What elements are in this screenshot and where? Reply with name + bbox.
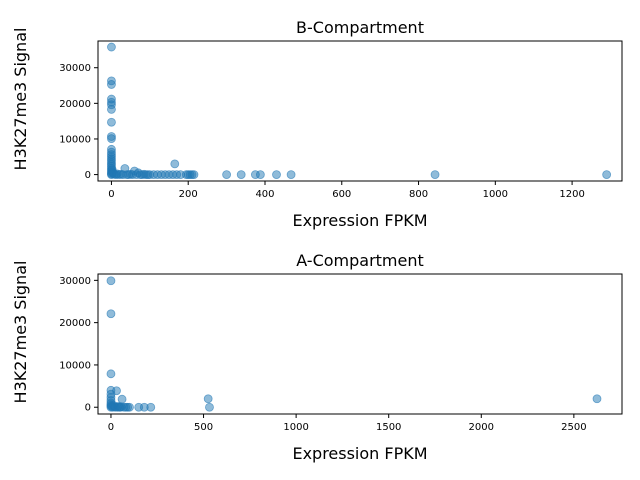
data-point xyxy=(255,170,265,179)
data-point xyxy=(236,170,246,179)
x-tick-label: 1000 xyxy=(483,189,508,200)
y-tick-label: 10000 xyxy=(59,134,91,145)
data-point xyxy=(430,170,440,179)
data-point xyxy=(170,159,180,169)
x-tick-label: 1200 xyxy=(559,189,584,200)
y-tick-label: 10000 xyxy=(59,360,91,371)
x-axis-label: Expression FPKM xyxy=(292,211,427,230)
x-tick-label: 400 xyxy=(255,189,274,200)
y-tick-label: 30000 xyxy=(59,276,91,287)
data-point xyxy=(146,402,156,412)
data-point xyxy=(205,402,214,412)
a-compartment-panel: A-Compartment Expression FPKM H3K27me3 S… xyxy=(11,251,623,463)
y-tick-label: 0 xyxy=(85,170,91,181)
x-tick-label: 1500 xyxy=(376,422,401,433)
x-tick-label: 200 xyxy=(179,189,198,200)
data-point xyxy=(106,276,116,286)
data-point xyxy=(107,80,116,89)
x-axis-label: Expression FPKM xyxy=(292,444,427,463)
data-point xyxy=(117,394,127,404)
y-tick-label: 20000 xyxy=(59,99,91,110)
data-point xyxy=(272,170,281,179)
plot-frame xyxy=(97,40,623,182)
data-point xyxy=(125,402,134,412)
b-compartment-panel: B-Compartment Expression FPKM H3K27me3 S… xyxy=(11,18,623,230)
data-point xyxy=(107,42,116,52)
data-point xyxy=(106,369,116,379)
data-point xyxy=(592,394,602,404)
data-point xyxy=(107,117,116,127)
plot-frame xyxy=(97,273,623,415)
x-tick-label: 2000 xyxy=(469,422,494,433)
x-tick-label: 2500 xyxy=(561,422,586,433)
y-tick-label: 20000 xyxy=(59,318,91,329)
data-point xyxy=(203,394,213,404)
x-tick-label: 600 xyxy=(332,189,351,200)
x-tick-label: 0 xyxy=(108,189,114,200)
x-tick-label: 0 xyxy=(108,422,114,433)
data-points xyxy=(107,42,612,179)
y-tick-label: 30000 xyxy=(59,63,91,74)
x-tick-label: 1000 xyxy=(283,422,308,433)
y-axis-label: H3K27me3 Signal xyxy=(11,261,30,404)
x-tick-label: 800 xyxy=(409,189,428,200)
data-point xyxy=(112,386,121,396)
data-point xyxy=(222,170,232,179)
data-point xyxy=(189,170,199,179)
data-point xyxy=(107,134,116,144)
chart-title: A-Compartment xyxy=(296,251,424,270)
data-point xyxy=(106,309,116,319)
data-points xyxy=(106,276,602,412)
y-axis-label: H3K27me3 Signal xyxy=(11,28,30,171)
chart-title: B-Compartment xyxy=(296,18,424,37)
y-tick-label: 0 xyxy=(85,403,91,414)
x-tick-label: 500 xyxy=(194,422,213,433)
data-point xyxy=(107,105,116,114)
data-point xyxy=(602,170,612,179)
data-point xyxy=(286,170,296,179)
